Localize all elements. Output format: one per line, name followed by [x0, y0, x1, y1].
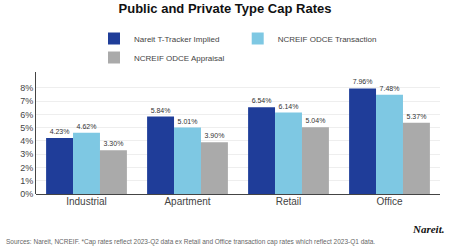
svg-text:6.14%: 6.14% — [279, 103, 299, 110]
svg-text:Public and Private Type Cap Ra: Public and Private Type Cap Rates — [119, 1, 332, 16]
svg-text:3.30%: 3.30% — [104, 140, 124, 147]
svg-text:3%: 3% — [20, 149, 33, 159]
svg-text:Nareit T-Tracker Implied: Nareit T-Tracker Implied — [134, 35, 219, 44]
svg-text:5.84%: 5.84% — [151, 107, 171, 114]
svg-text:5.04%: 5.04% — [306, 117, 326, 124]
svg-text:Office: Office — [377, 196, 403, 207]
svg-text:5%: 5% — [20, 123, 33, 133]
svg-text:5.01%: 5.01% — [178, 118, 198, 125]
svg-text:NCREIF ODCE Appraisal: NCREIF ODCE Appraisal — [134, 54, 224, 63]
svg-text:0%: 0% — [20, 189, 33, 199]
svg-text:Industrial: Industrial — [66, 196, 107, 207]
svg-text:2%: 2% — [20, 163, 33, 173]
svg-text:6%: 6% — [20, 110, 33, 120]
svg-text:4%: 4% — [20, 136, 33, 146]
svg-text:6.54%: 6.54% — [252, 97, 272, 104]
svg-text:7.96%: 7.96% — [353, 78, 373, 85]
svg-text:Apartment: Apartment — [164, 196, 210, 207]
svg-text:Retail: Retail — [276, 196, 302, 207]
svg-text:Nareit.: Nareit. — [412, 223, 444, 235]
svg-text:4.62%: 4.62% — [77, 123, 97, 130]
svg-text:1%: 1% — [20, 176, 33, 186]
svg-text:8%: 8% — [20, 83, 33, 93]
svg-text:4.23%: 4.23% — [50, 128, 70, 135]
svg-text:3.90%: 3.90% — [205, 132, 225, 139]
svg-text:5.37%: 5.37% — [407, 113, 427, 120]
svg-text:Sources: Nareit, NCREIF. *Cap: Sources: Nareit, NCREIF. *Cap rates refl… — [6, 238, 375, 246]
svg-text:7.48%: 7.48% — [380, 85, 400, 92]
svg-text:7%: 7% — [20, 96, 33, 106]
svg-text:NCREIF ODCE Transaction: NCREIF ODCE Transaction — [278, 35, 377, 44]
